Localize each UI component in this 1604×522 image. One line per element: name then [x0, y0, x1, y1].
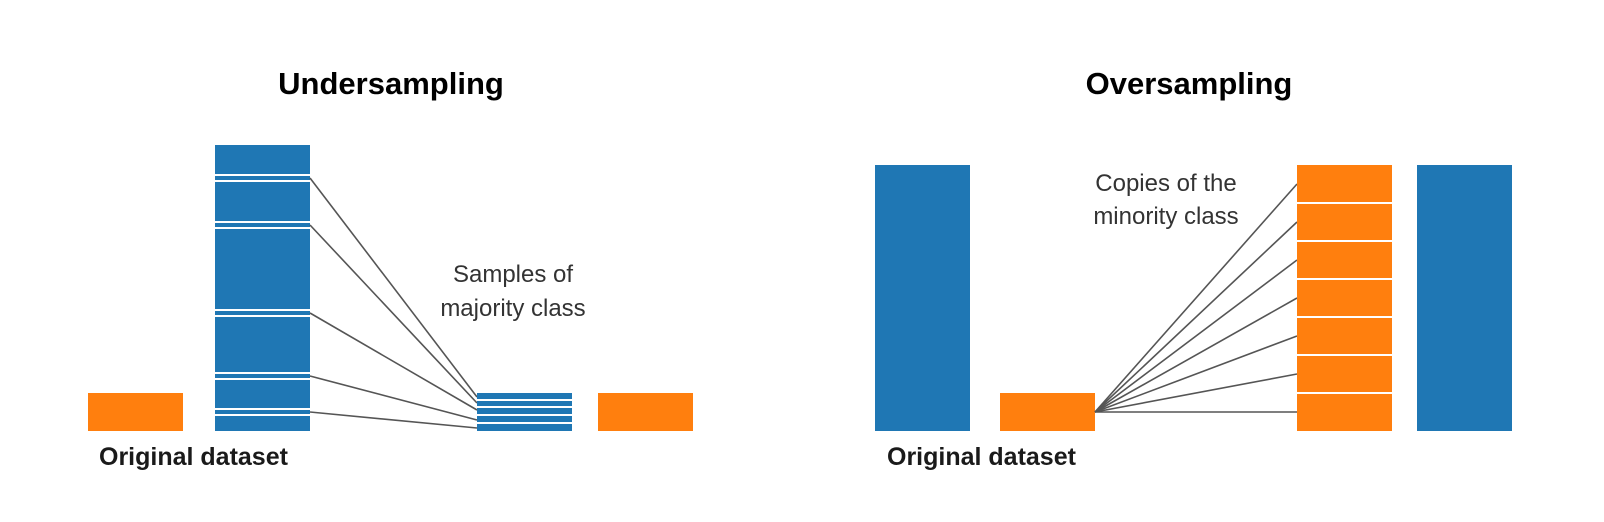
reduced-majority-bar [477, 393, 572, 431]
reduced-majority-dividers [477, 399, 572, 424]
resampled-minority-block [598, 393, 693, 431]
minority-copies-bar [1297, 165, 1392, 431]
oversampling-panel: Oversampling [875, 66, 1512, 471]
oversampling-original-label: Original dataset [887, 443, 1077, 471]
oversampling-connectors [1094, 183, 1298, 413]
connector-line [1094, 297, 1298, 413]
oversampling-title: Oversampling [1086, 66, 1293, 101]
original-majority-column [215, 145, 310, 431]
oversampling-annotation-line2: minority class [1093, 203, 1238, 230]
majority-column-bar [215, 145, 310, 431]
undersampling-annotation-line2: majority class [440, 295, 585, 322]
original-minority-block [88, 393, 183, 431]
minority-copies-column [1297, 165, 1392, 431]
reduced-majority-block [477, 393, 572, 431]
undersampling-annotation-line1: Samples of [453, 261, 573, 288]
connector-line [309, 177, 478, 398]
connector-line [1094, 373, 1298, 413]
undersampling-connectors [309, 177, 478, 429]
connector-line [1094, 259, 1298, 413]
undersampling-title: Undersampling [278, 66, 504, 101]
connector-line [1094, 221, 1298, 413]
undersampling-panel: Undersampling [88, 66, 693, 471]
connector-line [309, 375, 478, 421]
connector-line [1094, 183, 1298, 413]
minority-copy-dividers [1297, 202, 1392, 394]
majority-sample-stripes [215, 174, 310, 416]
oversampling-annotation-line1: Copies of the [1095, 170, 1236, 197]
connector-line [309, 312, 478, 411]
resampled-majority-column [1417, 165, 1512, 431]
undersampling-original-label: Original dataset [99, 443, 289, 471]
connector-line [1094, 335, 1298, 413]
connector-line [309, 411, 478, 429]
original-majority-column [875, 165, 970, 431]
original-minority-block [1000, 393, 1095, 431]
connector-line [309, 224, 478, 404]
